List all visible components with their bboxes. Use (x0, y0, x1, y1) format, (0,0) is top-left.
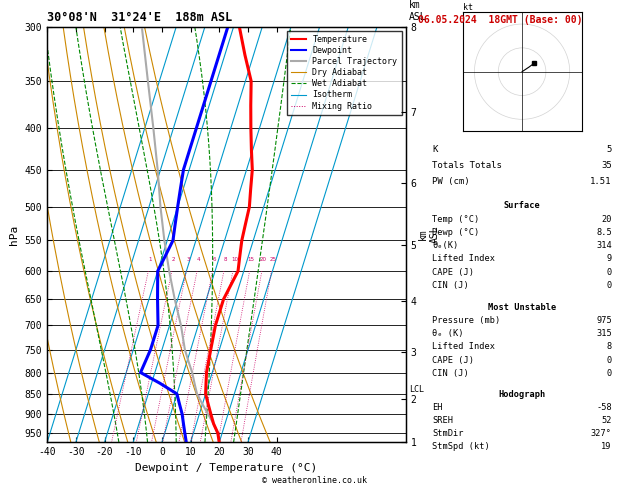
Text: 0: 0 (606, 268, 612, 277)
Text: Lifted Index: Lifted Index (432, 254, 496, 263)
Text: CIN (J): CIN (J) (432, 368, 469, 378)
Text: 327°: 327° (591, 429, 612, 438)
Text: PW (cm): PW (cm) (432, 177, 470, 186)
Text: 9: 9 (606, 254, 612, 263)
Text: 35: 35 (601, 161, 612, 170)
Text: 0: 0 (606, 356, 612, 364)
Text: Totals Totals: Totals Totals (432, 161, 502, 170)
Text: 25: 25 (270, 257, 277, 262)
Text: 315: 315 (596, 330, 612, 338)
Text: 5: 5 (606, 145, 612, 154)
Text: Most Unstable: Most Unstable (488, 303, 556, 312)
Text: CAPE (J): CAPE (J) (432, 356, 474, 364)
Text: 8.5: 8.5 (596, 228, 612, 237)
Text: kt: kt (462, 3, 472, 12)
Text: 2: 2 (172, 257, 175, 262)
Text: SREH: SREH (432, 416, 454, 425)
Text: CAPE (J): CAPE (J) (432, 268, 474, 277)
Y-axis label: hPa: hPa (9, 225, 19, 244)
Text: 20: 20 (260, 257, 267, 262)
Text: 6: 6 (213, 257, 216, 262)
Text: 4: 4 (197, 257, 201, 262)
Text: 06.05.2024  18GMT (Base: 00): 06.05.2024 18GMT (Base: 00) (418, 15, 583, 25)
Text: 30°08'N  31°24'E  188m ASL: 30°08'N 31°24'E 188m ASL (47, 11, 233, 24)
Text: Temp (°C): Temp (°C) (432, 214, 480, 224)
Text: CIN (J): CIN (J) (432, 281, 469, 290)
Text: Hodograph: Hodograph (498, 390, 546, 399)
Text: 10: 10 (231, 257, 238, 262)
Legend: Temperature, Dewpoint, Parcel Trajectory, Dry Adiabat, Wet Adiabat, Isotherm, Mi: Temperature, Dewpoint, Parcel Trajectory… (287, 31, 401, 115)
Text: 52: 52 (601, 416, 612, 425)
Text: 19: 19 (601, 442, 612, 451)
Text: θₑ (K): θₑ (K) (432, 330, 464, 338)
Text: 975: 975 (596, 316, 612, 325)
Text: 1.51: 1.51 (590, 177, 612, 186)
Text: Surface: Surface (504, 201, 540, 210)
Text: K: K (432, 145, 438, 154)
X-axis label: Dewpoint / Temperature (°C): Dewpoint / Temperature (°C) (135, 463, 318, 473)
Text: Dewp (°C): Dewp (°C) (432, 228, 480, 237)
Text: 8: 8 (224, 257, 227, 262)
Text: 8: 8 (606, 343, 612, 351)
Text: Lifted Index: Lifted Index (432, 343, 496, 351)
Text: StmDir: StmDir (432, 429, 464, 438)
Text: StmSpd (kt): StmSpd (kt) (432, 442, 490, 451)
Text: EH: EH (432, 403, 443, 412)
Text: 0: 0 (606, 368, 612, 378)
Text: km
ASL: km ASL (409, 0, 426, 22)
Text: 314: 314 (596, 241, 612, 250)
Text: © weatheronline.co.uk: © weatheronline.co.uk (262, 476, 367, 485)
Text: 3: 3 (187, 257, 190, 262)
Text: 0: 0 (606, 281, 612, 290)
Text: 1: 1 (148, 257, 152, 262)
Text: θₑ(K): θₑ(K) (432, 241, 459, 250)
Text: -58: -58 (596, 403, 612, 412)
Y-axis label: km
ASL: km ASL (418, 226, 440, 243)
Text: Pressure (mb): Pressure (mb) (432, 316, 501, 325)
Text: LCL: LCL (409, 385, 425, 394)
Text: 20: 20 (601, 214, 612, 224)
Text: 15: 15 (248, 257, 255, 262)
